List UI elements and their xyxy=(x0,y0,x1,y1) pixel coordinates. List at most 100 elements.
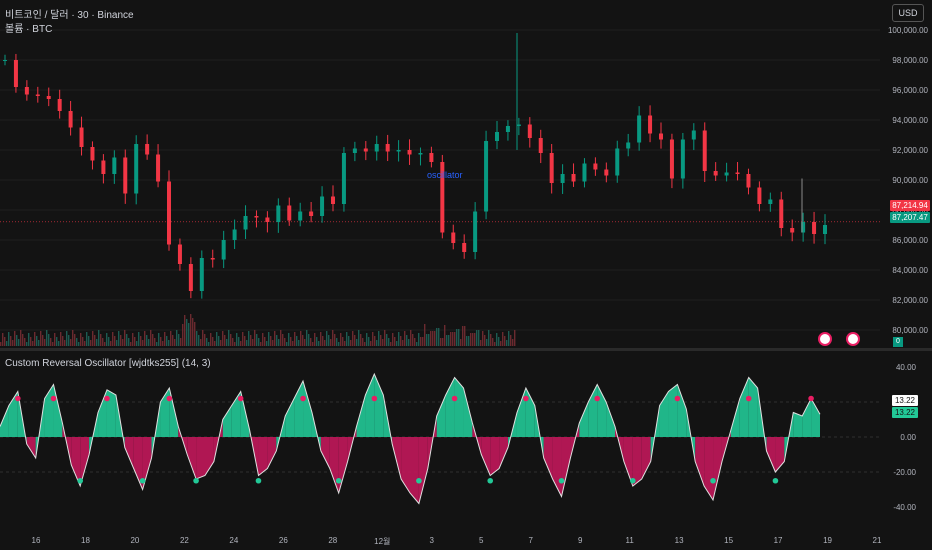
volume-bar xyxy=(188,323,190,346)
us-flag-event-icon[interactable] xyxy=(818,332,832,346)
volume-bar xyxy=(454,332,456,346)
volume-bar xyxy=(424,324,426,346)
volume-bar xyxy=(298,340,300,346)
volume-bar xyxy=(168,340,170,346)
candle xyxy=(484,141,489,212)
oscillator-area xyxy=(811,398,820,437)
volume-bar xyxy=(192,318,194,346)
volume-bar xyxy=(240,341,242,346)
price-chart-pane[interactable]: 100,000.00 98,000.00 96,000.00 94,000.00 92,… xyxy=(0,0,932,348)
candle xyxy=(309,211,314,216)
time-axis[interactable]: 16 18 20 22 24 26 28 12월 3 5 7 9 11 13 15 17 19 21 xyxy=(0,528,932,550)
volume-bar xyxy=(326,331,328,346)
volume-bar xyxy=(108,337,110,346)
price-axis-tick: 98,000.00 xyxy=(892,56,928,65)
volume-bar xyxy=(384,330,386,346)
candle xyxy=(123,157,128,194)
time-axis-tick: 24 xyxy=(229,536,239,545)
indicator-title[interactable]: Custom Reversal Oscillator [wjdtks255] (… xyxy=(5,358,211,369)
volume-bar xyxy=(502,332,504,346)
volume-tag: 0 xyxy=(893,337,903,347)
price-axis-tick: 96,000.00 xyxy=(892,86,928,95)
volume-bar xyxy=(276,335,278,346)
currency-button[interactable]: USD xyxy=(892,4,924,22)
candle xyxy=(615,148,620,176)
volume-bar xyxy=(382,339,384,346)
oscillator-area xyxy=(26,437,36,458)
volume-bar xyxy=(264,337,266,346)
oscillator-area xyxy=(187,437,197,479)
volume-bar xyxy=(214,341,216,346)
volume-bar xyxy=(300,331,302,346)
sell-signal-dot xyxy=(594,395,600,402)
volume-bar xyxy=(50,338,52,346)
candle xyxy=(341,153,346,204)
volume-bar xyxy=(104,342,106,346)
volume-bar xyxy=(182,324,184,346)
oscillator-chart[interactable]: 40.0020.000.00-20.00-40.00 xyxy=(0,351,932,525)
volume-bar xyxy=(84,341,86,346)
volume-bar xyxy=(396,341,398,346)
volume-bar xyxy=(14,331,16,346)
volume-bar xyxy=(440,338,442,346)
volume-bar xyxy=(350,340,352,346)
volume-bar xyxy=(124,330,126,346)
price-chart[interactable]: 100,000.00 98,000.00 96,000.00 94,000.00 92,… xyxy=(0,0,932,348)
volume-bar xyxy=(358,330,360,346)
time-axis-tick: 26 xyxy=(278,536,288,545)
buy-signal-dot xyxy=(255,477,262,484)
volume-bar xyxy=(180,338,182,346)
candle xyxy=(243,216,248,230)
volume-bar xyxy=(452,332,454,346)
oscillator-pane[interactable]: 40.0020.000.00-20.00-40.00 xyxy=(0,351,932,525)
oscillator-area xyxy=(0,405,9,437)
oscillator-axis-tick: -40.00 xyxy=(893,503,916,512)
volume-bar xyxy=(102,338,104,346)
volume-bar xyxy=(218,336,220,346)
oscillator-area xyxy=(490,437,500,476)
volume-bar xyxy=(26,342,28,346)
oscillator-area xyxy=(80,437,90,486)
pane-divider[interactable] xyxy=(0,348,932,351)
volume-bar xyxy=(484,335,486,346)
volume-bar xyxy=(366,333,368,346)
oscillator-area xyxy=(267,437,277,469)
us-flag-event-icon[interactable] xyxy=(846,332,860,346)
oscillator-area xyxy=(543,437,553,479)
sell-signal-dot xyxy=(300,395,306,402)
volume-legend[interactable]: 볼륨 · BTC xyxy=(5,24,53,35)
price-axis-tick: 84,000.00 xyxy=(892,266,928,275)
time-axis-tick: 9 xyxy=(577,536,583,545)
volume-bar xyxy=(12,340,14,346)
candle xyxy=(287,205,292,221)
volume-bar xyxy=(506,340,508,346)
candle xyxy=(582,163,587,182)
candle xyxy=(68,111,73,128)
candle xyxy=(35,94,40,96)
volume-bar xyxy=(406,335,408,346)
volume-bar xyxy=(422,337,424,346)
volume-bar xyxy=(202,330,204,346)
symbol-title[interactable]: 비트코인 / 달러 · 30 · Binance xyxy=(5,10,134,21)
volume-bar xyxy=(144,331,146,346)
volume-bar xyxy=(512,339,514,346)
volume-bar xyxy=(230,334,232,346)
sell-signal-dot xyxy=(50,395,57,402)
volume-bar xyxy=(320,332,322,346)
oscillator-area xyxy=(98,389,107,437)
volume-bar xyxy=(294,332,296,346)
volume-bar xyxy=(150,330,152,346)
volume-bar xyxy=(98,330,100,346)
volume-bar xyxy=(56,337,58,346)
volume-bar xyxy=(220,340,222,346)
volume-bar xyxy=(450,332,452,346)
volume-bar xyxy=(256,334,258,346)
oscillator-value-label: 13.22 xyxy=(892,395,918,406)
volume-bar xyxy=(10,336,12,346)
volume-bar xyxy=(244,336,246,346)
volume-bar xyxy=(226,339,228,346)
candle xyxy=(396,150,401,152)
volume-bar xyxy=(44,339,46,346)
volume-bar xyxy=(70,339,72,346)
oscillator-area xyxy=(285,398,295,437)
